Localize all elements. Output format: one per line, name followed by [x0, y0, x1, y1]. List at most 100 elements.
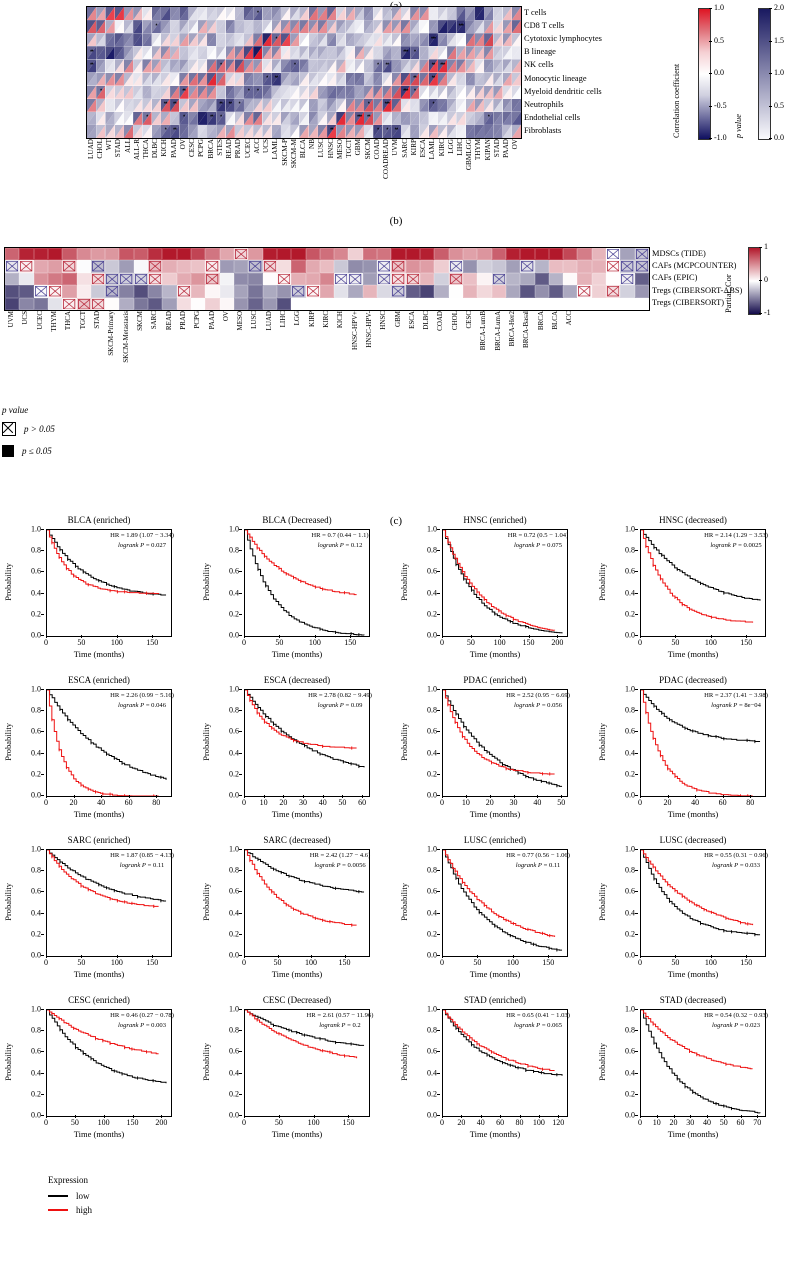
panel-a-x-label: CESC [188, 139, 197, 157]
panel-b-x-label: STAD [93, 311, 102, 329]
panel-a-x-label: LUSC [317, 139, 326, 158]
panel-b-cell [606, 285, 621, 298]
panel-a-cell-correlation-triangle [87, 59, 97, 73]
panel-b-cell [276, 285, 292, 298]
panel-a-cell [114, 46, 124, 60]
y-tick-label: 0.6 [229, 886, 239, 896]
y-tick-mark [239, 870, 242, 872]
y-tick-label: 0.2 [229, 769, 239, 779]
panel-b-cell [205, 248, 220, 261]
panel-a-cell-correlation-triangle [207, 59, 217, 73]
panel-a-cell [133, 20, 143, 34]
y-tick-mark [239, 795, 242, 796]
panel-b-cell [276, 297, 292, 310]
y-tick-mark [437, 1009, 440, 1010]
panel-b-cell [33, 248, 48, 261]
panel-a-cell [419, 59, 429, 73]
panel-a-cell [354, 20, 365, 34]
panel-a-cell-correlation-triangle [243, 72, 254, 86]
panel-a-cell-correlation-triangle [179, 46, 189, 60]
panel-a-cell-correlation-triangle [179, 33, 189, 47]
panel-a-significance-mark: ** [385, 62, 390, 69]
panel-a-cell-correlation-triangle [290, 72, 300, 86]
pvalue-legend-label-nonsignificant: p > 0.05 [24, 424, 55, 434]
colorbar-tick-label: 1 [764, 242, 768, 251]
survival-plot-y-axis: 1.0 0.8 0.6 0.4 0.2 0.0 [412, 525, 440, 640]
panel-b-cell [377, 260, 392, 273]
x-tick-mark [640, 795, 641, 798]
survival-plot-statistics: HR = 1.89 (1.07 − 3.34) logrank P = 0.027 [90, 531, 194, 551]
y-tick-label: 0.6 [427, 886, 437, 896]
y-tick-mark [635, 795, 638, 796]
panel-a-cell [327, 98, 337, 112]
panel-a-cell-correlation-triangle [179, 72, 189, 86]
panel-a-cell [123, 72, 134, 86]
panel-a-significance-mark: * [247, 88, 250, 95]
x-tick-label: 50 [466, 638, 475, 647]
panel-a-cell-correlation-triangle [234, 124, 244, 138]
panel-a-cell [262, 20, 272, 34]
x-tick-mark [538, 1115, 540, 1118]
panel-a-cell: * [160, 124, 171, 138]
panel-b-cell [534, 285, 549, 298]
panel-a-x-label: GBM [354, 139, 363, 156]
panel-a-cell-correlation-triangle [151, 124, 161, 138]
panel-a-cell [317, 124, 328, 138]
panel-a-cell [179, 7, 189, 21]
panel-a-cell [142, 124, 152, 138]
panel-b-nonsignificant-cross-icon [34, 286, 47, 297]
survival-plot-x-axis: 0 50 100 150 200 [38, 1115, 167, 1130]
panel-a-cell [437, 98, 448, 112]
y-tick-mark [635, 1115, 638, 1116]
y-tick-label: 0.6 [229, 726, 239, 736]
panel-a-cell [437, 46, 448, 60]
panel-b-cell [548, 248, 564, 261]
panel-a-cell [299, 33, 309, 47]
y-tick-mark [635, 933, 638, 935]
cross-box-icon [2, 422, 16, 436]
panel-b-cell [405, 248, 421, 261]
panel-a-cell [96, 46, 106, 60]
panel-a-cell-correlation-triangle [280, 59, 291, 73]
panel-a-cell [299, 72, 309, 86]
panel-a-cell [188, 7, 198, 21]
panel-a-cell-correlation-triangle [354, 46, 365, 60]
panel-a-cell [410, 98, 420, 112]
y-tick-label: 1.0 [427, 524, 437, 534]
x-tick-mark [244, 955, 245, 958]
panel-b-cell [191, 297, 206, 310]
panel-a-cell-correlation-triangle [262, 98, 272, 112]
panel-a-cell-correlation-triangle [428, 98, 438, 112]
panel-a-cell-correlation-triangle [336, 124, 346, 138]
panel-a-cell [419, 111, 429, 125]
panel-a-cell-correlation-triangle [299, 72, 309, 86]
panel-b-cell [248, 272, 263, 286]
panel-a-cell-correlation-triangle [151, 59, 161, 73]
y-tick-mark [41, 710, 44, 712]
panel-a-cell [345, 111, 355, 125]
y-tick-label: 0.0 [229, 790, 239, 800]
panel-a-cell [216, 7, 226, 21]
panel-b-cell [491, 260, 506, 273]
x-tick-label: 120 [552, 1118, 565, 1127]
panel-a-cell-correlation-triangle [382, 59, 392, 73]
panel-a-cell [354, 85, 365, 99]
x-tick-mark [513, 795, 515, 798]
panel-a-cell [123, 20, 134, 34]
panel-a-cell [382, 72, 392, 86]
y-tick-mark [437, 1051, 440, 1053]
panel-a-cell [188, 59, 198, 73]
panel-a-cell-correlation-triangle [216, 111, 226, 125]
panel-a-cell [327, 7, 337, 21]
survival-plot-4: HNSC (decreased) Probability 1.0 0.8 0.6 0.4 0… [594, 515, 792, 675]
panel-a-cell-correlation-triangle [133, 98, 143, 112]
panel-b-x-label: PRAD [178, 311, 187, 330]
survival-plot-12: LUSC (decreased) Probability 1.0 0.8 0.6 0.4 0… [594, 835, 792, 995]
panel-a-cell [234, 7, 244, 21]
panel-a-cell [225, 124, 235, 138]
panel-a-cell [160, 59, 171, 73]
panel-a-cell-correlation-triangle [502, 124, 512, 138]
panel-a-cell [428, 7, 438, 21]
y-tick-mark [239, 912, 242, 914]
y-tick-label: 0.2 [625, 1089, 635, 1099]
